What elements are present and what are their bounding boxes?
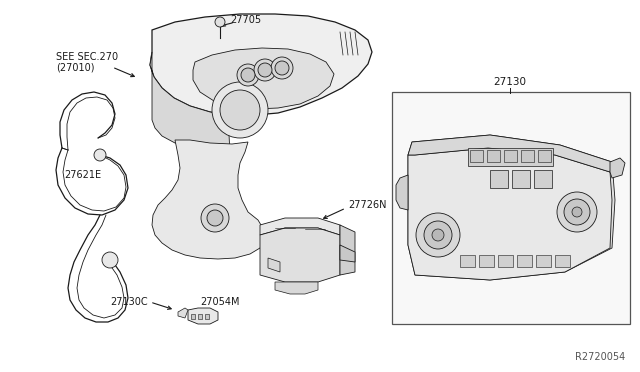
Polygon shape (340, 245, 355, 262)
Circle shape (241, 68, 255, 82)
Circle shape (424, 221, 452, 249)
Circle shape (416, 213, 460, 257)
Circle shape (254, 59, 276, 81)
Circle shape (237, 64, 259, 86)
Polygon shape (150, 52, 230, 154)
Circle shape (271, 57, 293, 79)
Circle shape (201, 204, 229, 232)
Circle shape (572, 207, 582, 217)
Bar (555, 255, 570, 267)
Text: SEE SEC.270: SEE SEC.270 (56, 52, 118, 62)
Bar (512, 170, 530, 188)
Polygon shape (340, 225, 355, 275)
Polygon shape (275, 282, 318, 294)
Polygon shape (188, 308, 218, 324)
Polygon shape (152, 140, 265, 259)
Bar (191, 314, 195, 319)
Circle shape (564, 199, 590, 225)
Bar (470, 150, 483, 162)
Circle shape (102, 252, 118, 268)
Text: 27621E: 27621E (64, 170, 101, 180)
Bar (504, 150, 517, 162)
Bar (521, 150, 534, 162)
Text: R2720054: R2720054 (575, 352, 625, 362)
Bar (538, 150, 551, 162)
Bar (536, 255, 551, 267)
Text: (27010): (27010) (56, 62, 95, 72)
Circle shape (258, 63, 272, 77)
Bar (490, 170, 508, 188)
Circle shape (275, 61, 289, 75)
Polygon shape (193, 48, 334, 109)
Polygon shape (260, 228, 340, 282)
Bar (392, 92, 630, 324)
Circle shape (94, 149, 106, 161)
Bar (534, 170, 552, 188)
Circle shape (557, 192, 597, 232)
Polygon shape (150, 14, 372, 115)
Circle shape (207, 210, 223, 226)
Polygon shape (610, 158, 625, 178)
Bar (198, 314, 202, 319)
Polygon shape (408, 135, 615, 280)
Text: 27054M: 27054M (200, 297, 239, 307)
Circle shape (432, 229, 444, 241)
Bar (517, 255, 532, 267)
Text: 27726N: 27726N (348, 200, 387, 210)
Text: 27130C: 27130C (110, 297, 148, 307)
Polygon shape (260, 218, 340, 235)
Bar (498, 255, 513, 267)
Bar (479, 255, 494, 267)
Bar (205, 314, 209, 319)
Text: 27130: 27130 (493, 77, 527, 87)
Bar (460, 255, 475, 267)
Polygon shape (396, 175, 408, 210)
Circle shape (220, 90, 260, 130)
Polygon shape (268, 258, 280, 272)
Bar (487, 150, 500, 162)
Polygon shape (408, 135, 612, 172)
Polygon shape (408, 148, 612, 280)
Bar (468, 148, 553, 166)
Circle shape (215, 17, 225, 27)
Text: 27705: 27705 (230, 15, 261, 25)
Polygon shape (178, 308, 188, 318)
Circle shape (212, 82, 268, 138)
